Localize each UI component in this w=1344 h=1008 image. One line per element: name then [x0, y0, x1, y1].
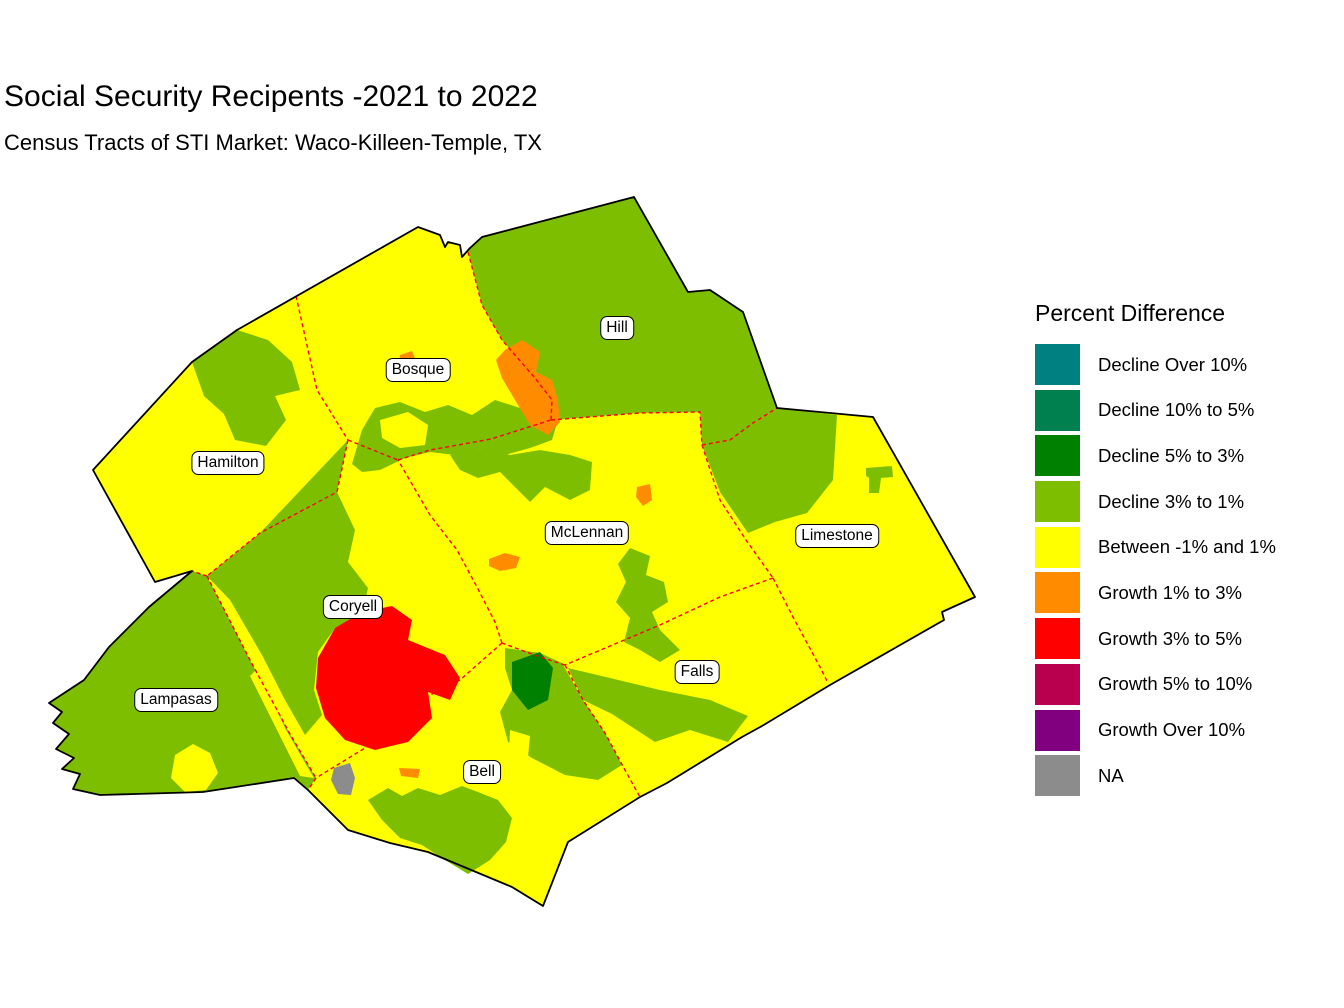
legend-item: Growth 3% to 5% [1035, 618, 1276, 660]
legend-item: Between -1% and 1% [1035, 526, 1276, 568]
legend-label: Growth 3% to 5% [1098, 627, 1242, 649]
legend-item: Decline 5% to 3% [1035, 435, 1276, 477]
county-border-line [397, 419, 552, 461]
legend-item: Growth 5% to 10% [1035, 663, 1276, 705]
tract-patch-layer [171, 330, 893, 874]
legend-title: Percent Difference [1035, 300, 1226, 326]
legend-swatch [1035, 481, 1080, 523]
county-label-bell: Bell [463, 760, 501, 784]
legend-item: NA [1035, 755, 1276, 797]
coryell-west-green-area[interactable] [207, 440, 368, 735]
mclennan-north-green-tract[interactable] [450, 448, 592, 502]
county-border-layer [191, 251, 829, 798]
legend-item: Decline 3% to 1% [1035, 481, 1276, 523]
legend-swatch [1035, 755, 1080, 797]
legend-label: Between -1% and 1% [1098, 536, 1276, 558]
county-label-bosque: Bosque [385, 358, 451, 382]
legend-label: Decline 3% to 1% [1098, 490, 1245, 512]
legend-swatch [1035, 526, 1080, 568]
bell-ne-yellow-inlet[interactable] [509, 730, 530, 757]
county-border-line [564, 664, 641, 798]
county-border-line [206, 575, 317, 779]
legend-swatch [1035, 709, 1080, 751]
county-border-line [191, 570, 208, 577]
legend-label: Growth Over 10% [1098, 719, 1246, 740]
legend-swatch [1035, 663, 1080, 705]
legend-item: Growth Over 10% [1035, 709, 1276, 751]
county-border-line [564, 577, 774, 666]
legend-item: Decline 10% to 5% [1035, 389, 1276, 431]
county-border-line [315, 642, 503, 779]
limestone-small-green-tract[interactable] [866, 466, 893, 493]
legend-label: Growth 5% to 10% [1098, 673, 1253, 695]
legend-label: Growth 1% to 3% [1098, 581, 1242, 603]
legend-swatch [1035, 344, 1080, 385]
county-falls[interactable] [565, 578, 830, 797]
page-title: Social Security Recipents -2021 to 2022 [4, 80, 538, 113]
county-label-mclennan: McLennan [544, 521, 630, 545]
county-border-line [307, 777, 317, 791]
legend-label: Decline 5% to 3% [1098, 444, 1245, 466]
county-border-line [701, 407, 778, 446]
legend-swatch [1035, 572, 1080, 614]
county-border-line [772, 577, 829, 684]
bell-south-green-area[interactable] [368, 786, 512, 874]
county-border-line [295, 295, 349, 441]
hamilton-north-green-tract[interactable] [192, 330, 300, 446]
legend-label: NA [1098, 764, 1124, 786]
bell-orange-spot[interactable] [399, 768, 420, 778]
mclennan-falls-green-finger[interactable] [616, 548, 680, 662]
mclennan-orange-spot-label[interactable] [489, 553, 520, 571]
county-label-falls: Falls [674, 660, 720, 684]
county-label-lampasas: Lampasas [134, 688, 218, 712]
county-label-coryell: Coryell [322, 595, 384, 619]
limestone-nw-green-tract[interactable] [702, 408, 837, 533]
legend-swatch [1035, 435, 1080, 477]
legend-label: Decline Over 10% [1098, 353, 1248, 375]
bell-darkgreen-tract[interactable] [512, 652, 553, 710]
county-border-line [501, 642, 566, 666]
county-label-hamilton: Hamilton [191, 451, 265, 475]
county-border-line [701, 444, 774, 579]
legend-item: Growth 1% to 3% [1035, 572, 1276, 614]
map-legend: Percent Difference Decline Over 10% Decli… [1035, 300, 1276, 801]
county-fill-layer [49, 197, 975, 906]
coryell-sw-yellow-strip[interactable] [250, 668, 314, 778]
coryell-red-tract[interactable] [316, 606, 460, 750]
legend-swatch [1035, 389, 1080, 431]
legend-rows: Decline Over 10% Decline 10% to 5% Decline… [1035, 344, 1276, 797]
falls-green-band[interactable] [568, 668, 748, 742]
study-area-outline [48, 196, 976, 907]
map-outline-layer [48, 196, 976, 907]
county-label-hill: Hill [600, 316, 634, 340]
bosque-yellow-hole[interactable] [380, 412, 428, 448]
county-lampasas[interactable] [49, 571, 316, 795]
county-label-limestone: Limestone [795, 524, 879, 548]
legend-item: Decline Over 10% [1035, 344, 1276, 385]
bell-na-gray-tract[interactable] [331, 763, 355, 795]
county-border-line [347, 439, 399, 461]
county-bosque[interactable] [296, 227, 552, 460]
county-border-line [550, 411, 703, 446]
hill-border-orange-tract[interactable] [496, 340, 560, 435]
page-subtitle: Census Tracts of STI Market: Waco-Killee… [4, 130, 542, 155]
county-border-line [467, 251, 553, 421]
lampasas-yellow-tract[interactable] [171, 744, 218, 792]
mclennan-orange-spot-east[interactable] [636, 484, 652, 506]
legend-label: Decline 10% to 5% [1098, 399, 1255, 421]
legend-swatch [1035, 618, 1080, 660]
